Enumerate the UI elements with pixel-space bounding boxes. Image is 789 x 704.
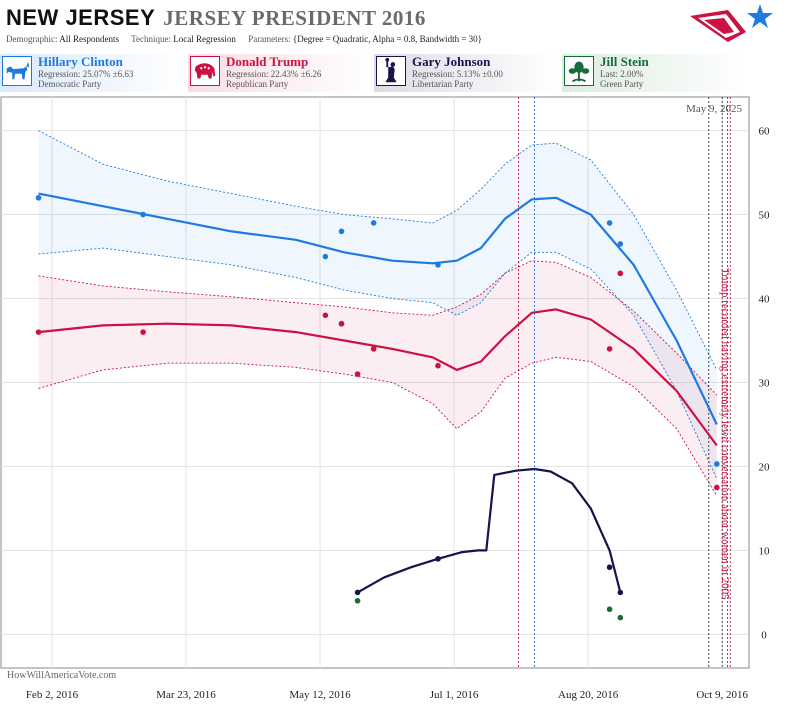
confidence-band: [38, 130, 717, 480]
candidate-party: Green Party: [600, 79, 644, 89]
poll-point: [140, 329, 146, 335]
donkey-icon: [2, 56, 32, 86]
y-tick-label: 10: [759, 545, 771, 557]
tree-icon: [564, 56, 594, 86]
y-tick-label: 0: [761, 629, 767, 641]
x-tick-label: Oct 9, 2016: [696, 689, 748, 701]
x-tick-label: Aug 20, 2016: [558, 689, 619, 701]
lower-bound-line: [38, 247, 718, 480]
chart-header: NEW JERSEY JERSEY PRESIDENT 2016 Demograp…: [0, 0, 789, 50]
lower-bound-line: [38, 356, 718, 497]
candidate-name: Jill Stein: [600, 54, 649, 69]
poll-point: [35, 329, 42, 335]
x-axis-ticks: Feb 2, 2016 Mar 23, 2016 May 12, 2016 Jul 1…: [26, 689, 749, 701]
candidate-card-stein: Jill Stein Last: 2.00% Green Party: [562, 54, 746, 92]
state-title: NEW JERSEY: [6, 5, 156, 30]
poll-point: [354, 371, 361, 377]
poll-point: [354, 589, 361, 596]
date-stamp: May 9, 2025: [686, 103, 742, 115]
site-logo-icon: [690, 4, 773, 42]
y-tick-label: 30: [759, 378, 771, 390]
candidate-party: Republican Party: [226, 79, 289, 89]
parameters-label: Parameters:: [248, 34, 291, 44]
candidate-card-johnson: Gary Johnson Regression: 5.13% ±0.00 Lib…: [374, 54, 558, 92]
x-tick-label: May 12, 2016: [289, 689, 351, 701]
demographic-value: All Respondents: [59, 34, 119, 44]
candidate-name: Gary Johnson: [412, 54, 491, 69]
candidate-stat: Last: 2.00%: [600, 69, 644, 79]
poll-point: [338, 320, 345, 327]
regression-line: [357, 467, 622, 594]
y-tick-label: 50: [759, 210, 771, 222]
poll-point: [606, 606, 613, 613]
technique-value: Local Regression: [173, 34, 236, 44]
technique-label: Technique:: [131, 34, 171, 44]
elephant-icon: [190, 56, 220, 86]
poll-point: [354, 598, 361, 604]
parameters-value: {Degree = Quadratic, Alpha = 0.8, Bandwi…: [292, 34, 482, 44]
candidate-stat: Regression: 25.07% ±6.63: [38, 69, 134, 79]
event-markers: [517, 97, 731, 668]
poll-point: [322, 253, 329, 260]
poll-point: [606, 220, 613, 226]
poll-point: [370, 346, 377, 352]
poll-point: [35, 194, 42, 201]
poll-point: [435, 362, 441, 369]
candidate-legend: Hillary Clinton Regression: 25.07% ±6.63…: [0, 54, 789, 94]
event-annotation: Trump recorded having extremely lewd con…: [719, 268, 731, 600]
x-tick-label: Feb 2, 2016: [26, 689, 79, 701]
upper-bound-line: [38, 130, 718, 371]
parameters-line: Demographic: All Respondents Technique: …: [6, 34, 482, 44]
y-tick-label: 60: [759, 126, 771, 138]
poll-point: [606, 564, 613, 571]
x-tick-label: Jul 1, 2016: [430, 689, 479, 701]
poll-point: [370, 220, 377, 226]
candidate-name: Hillary Clinton: [38, 54, 123, 69]
poll-point: [714, 461, 720, 467]
poll-point: [617, 241, 624, 247]
poll-point: [617, 589, 624, 596]
candidate-party: Libertarian Party: [412, 79, 474, 89]
poll-point: [322, 312, 329, 319]
regression-line: [38, 192, 718, 425]
poll-point: [435, 262, 441, 268]
upper-bound-line: [38, 260, 718, 396]
watermark: HowWillAmericaVote.com: [7, 670, 116, 681]
grid-lines: [1, 97, 749, 668]
confidence-band: [38, 260, 717, 496]
poll-point: [435, 556, 441, 562]
statue-of-liberty-icon: [376, 56, 406, 86]
candidate-card-trump: Donald Trump Regression: 22.43% ±6.26 Re…: [188, 54, 372, 92]
y-tick-label: 20: [759, 461, 771, 473]
confidence-bands: [38, 130, 718, 497]
candidate-card-clinton: Hillary Clinton Regression: 25.07% ±6.63…: [0, 54, 184, 92]
candidate-name: Donald Trump: [226, 54, 309, 69]
poll-point: [140, 211, 146, 218]
poll-point: [606, 346, 613, 352]
poll-points: [35, 194, 720, 621]
regression-line: [38, 308, 718, 447]
candidate-stat: Regression: 22.43% ±6.26: [226, 69, 322, 79]
poll-point: [714, 484, 720, 491]
demographic-label: Demographic:: [6, 34, 58, 44]
poll-point: [617, 270, 624, 277]
regression-curves: [38, 192, 718, 594]
race-title: JERSEY PRESIDENT 2016: [163, 6, 426, 30]
y-tick-label: 40: [759, 294, 771, 306]
x-tick-label: Mar 23, 2016: [156, 689, 216, 701]
polling-chart: 0 10 20 30 40 50 60 Feb 2, 2016 Mar 23, 2016 May…: [0, 96, 771, 701]
candidate-stat: Regression: 5.13% ±0.00: [412, 69, 503, 79]
poll-point: [617, 614, 624, 621]
title-row: NEW JERSEY JERSEY PRESIDENT 2016: [6, 5, 426, 31]
y-axis-ticks: 0 10 20 30 40 50 60: [759, 126, 771, 642]
candidate-party: Democratic Party: [38, 79, 102, 89]
poll-point: [338, 228, 345, 235]
